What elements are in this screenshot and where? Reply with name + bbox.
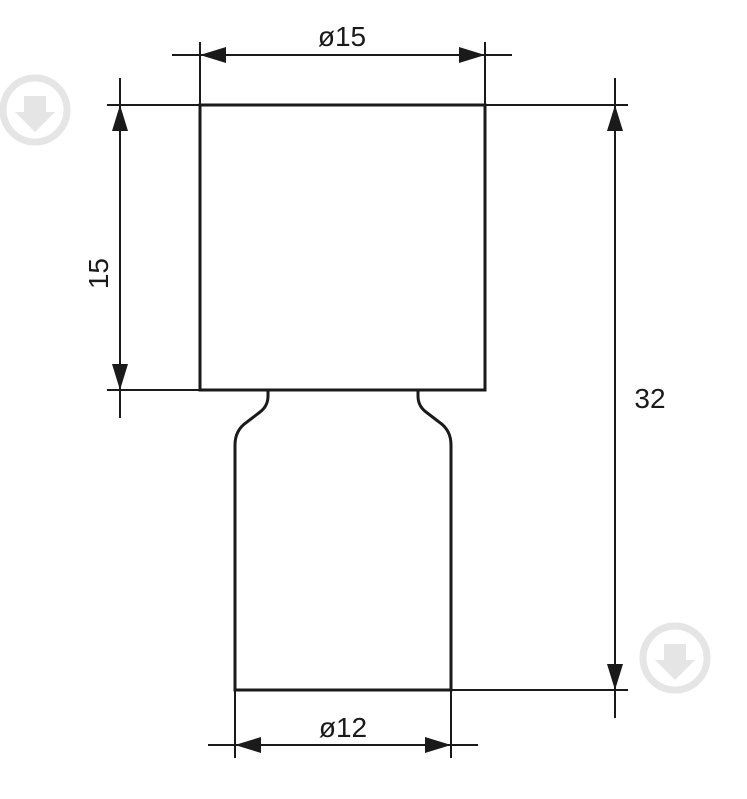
watermark-icon — [3, 78, 67, 142]
dim-label-shade-height: 15 — [83, 258, 114, 289]
watermark-icon — [643, 626, 707, 690]
dim-label-shade-diameter: ø15 — [318, 21, 366, 52]
dimension-total-height — [451, 78, 628, 718]
lamp-dimension-diagram: ø15 15 32 ø12 — [0, 0, 747, 799]
lamp-outline — [200, 105, 485, 690]
dim-label-base-diameter: ø12 — [319, 712, 367, 743]
dim-label-total-height: 32 — [634, 383, 665, 414]
dimension-shade-height — [107, 78, 200, 418]
